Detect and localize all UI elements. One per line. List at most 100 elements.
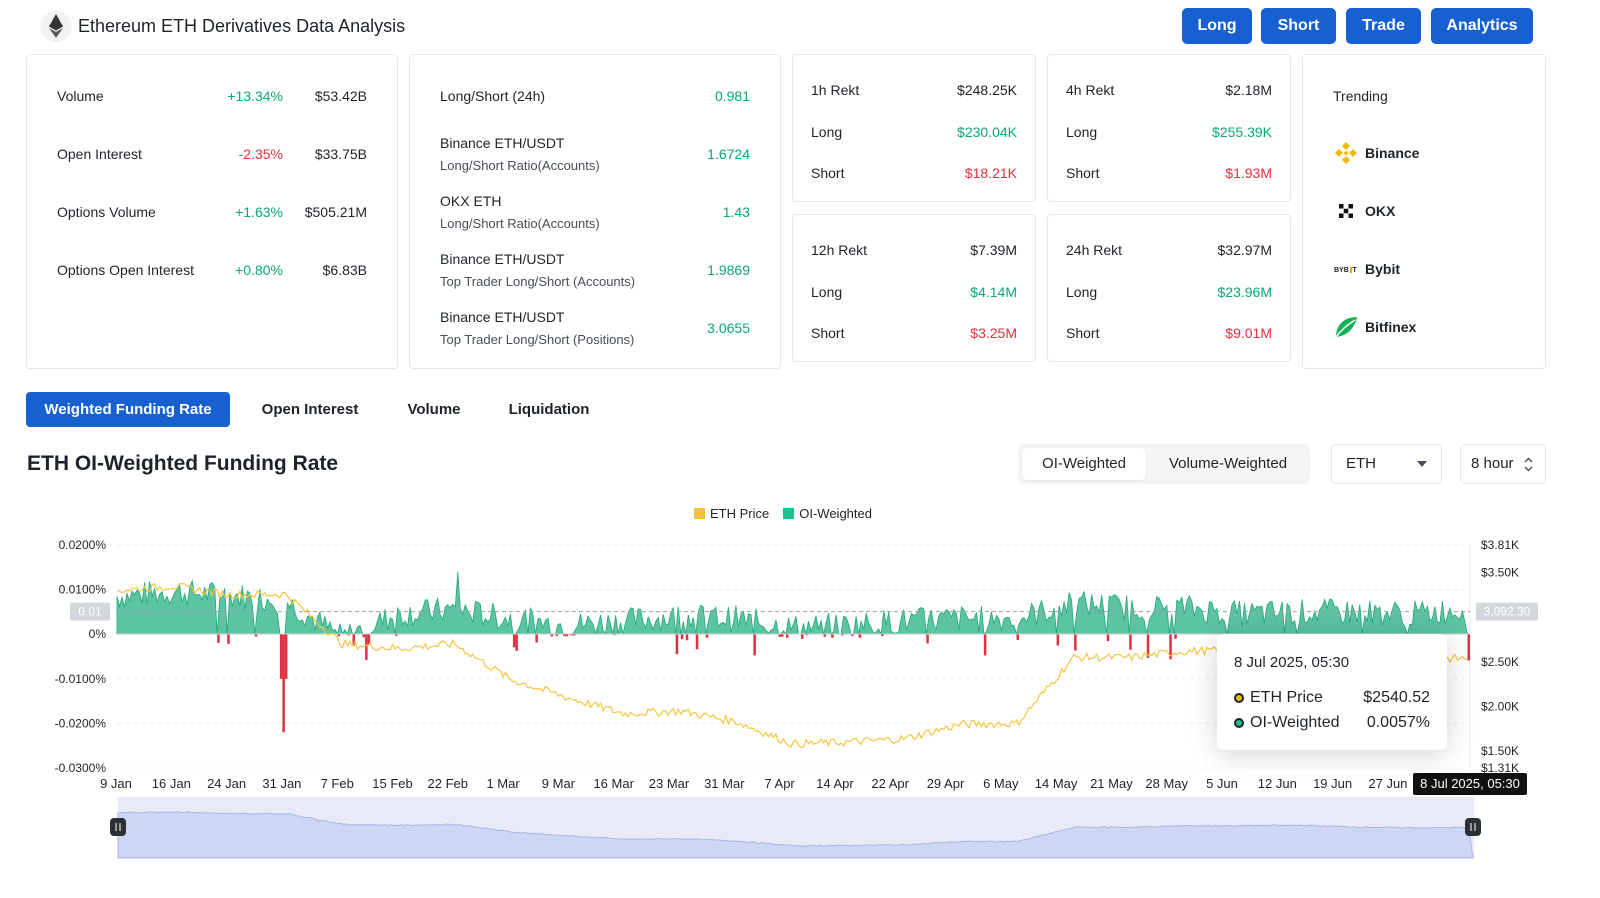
legend-swatch xyxy=(783,508,795,519)
x-tick-label: 31 Mar xyxy=(704,776,745,791)
negative-funding-bar xyxy=(983,634,987,656)
ratio-value: 1.6724 xyxy=(707,146,750,162)
x-tick-label: 9 Mar xyxy=(542,776,576,791)
bitfinex-logo-icon xyxy=(1335,317,1357,338)
negative-funding-bar xyxy=(352,634,355,646)
rekt-1h-card: 1h Rekt $248.25K Long $230.04K Short $18… xyxy=(792,54,1036,202)
market-value: $33.75B xyxy=(314,146,367,162)
rekt-long-label: Long xyxy=(1066,284,1098,300)
legend-eth-price[interactable]: ETH Price xyxy=(694,506,769,521)
y-right-tick-label: $2.00K xyxy=(1481,699,1519,713)
negative-funding-bar xyxy=(550,634,553,637)
coin-select-value: ETH xyxy=(1346,455,1376,472)
x-tick-label: 7 Apr xyxy=(764,776,795,791)
trending-item-label: Binance xyxy=(1365,145,1420,161)
negative-funding-bar xyxy=(881,634,884,636)
rekt-total: $7.39M xyxy=(970,242,1017,258)
ratio-sublabel: Long/Short Ratio(Accounts) xyxy=(440,216,600,231)
chart-legend: ETH Price OI-Weighted xyxy=(694,506,886,521)
negative-funding-bar xyxy=(1129,634,1132,650)
range-slider-handle[interactable] xyxy=(1465,818,1481,836)
x-tick-label: 16 Jan xyxy=(152,776,191,791)
interval-select[interactable]: 8 hour xyxy=(1460,444,1546,484)
page-title: Ethereum ETH Derivatives Data Analysis xyxy=(78,16,406,36)
tooltip-row-eth-price: ETH Price $2540.52 xyxy=(1234,689,1430,707)
negative-funding-bar xyxy=(555,634,558,636)
volume-weighted-option[interactable]: Volume-Weighted xyxy=(1168,455,1288,472)
negative-funding-bar xyxy=(284,634,288,679)
tooltip-title: 8 Jul 2025, 05:30 xyxy=(1234,654,1350,671)
ratio-value: 0.981 xyxy=(714,88,750,104)
x-tick-label: 9 Jan xyxy=(100,776,132,791)
x-tick-label: 31 Jan xyxy=(262,776,301,791)
trending-item-bitfinex[interactable]: Bitfinex xyxy=(1333,311,1416,343)
ethereum-logo-icon xyxy=(40,10,72,42)
rekt-long-value: $23.96M xyxy=(1217,284,1272,300)
analytics-button[interactable]: Analytics xyxy=(1431,8,1533,44)
legend-oi-weighted[interactable]: OI-Weighted xyxy=(783,506,872,521)
y-left-tick-label: -0.0300% xyxy=(55,761,107,775)
rekt-total: $32.97M xyxy=(1217,242,1272,258)
rekt-title: 24h Rekt xyxy=(1066,242,1123,258)
negative-funding-bar xyxy=(851,634,854,636)
negative-funding-bar xyxy=(515,634,518,651)
negative-funding-bar xyxy=(858,634,862,638)
rekt-title: 4h Rekt xyxy=(1066,82,1115,98)
negative-funding-bar xyxy=(395,634,398,636)
trade-button[interactable]: Trade xyxy=(1346,8,1421,44)
ratio-sublabel: Top Trader Long/Short (Positions) xyxy=(440,332,635,347)
rekt-title: 1h Rekt xyxy=(811,82,860,98)
trending-title: Trending xyxy=(1333,88,1388,104)
negative-funding-bar xyxy=(926,634,929,644)
coin-select[interactable]: ETH xyxy=(1331,444,1442,484)
market-change: +1.63% xyxy=(235,204,283,220)
y-left-tick-label: -0.0200% xyxy=(55,716,107,730)
legend-label: OI-Weighted xyxy=(799,506,872,521)
trending-item-binance[interactable]: Binance xyxy=(1333,137,1419,169)
trending-item-bybit[interactable]: BYB T Bybit xyxy=(1333,253,1400,285)
negative-funding-bar xyxy=(1056,634,1060,646)
negative-funding-bar xyxy=(337,634,340,637)
trending-item-label: Bybit xyxy=(1365,261,1400,277)
x-tick-label: 6 May xyxy=(983,776,1019,791)
funding-rate-chart[interactable]: 0.0200% 0.0100% 0% -0.0100% -0.0200% -0.0300%… xyxy=(0,530,1600,870)
market-change: +13.34% xyxy=(227,88,283,104)
tab-volume[interactable]: Volume xyxy=(407,401,461,418)
market-label: Open Interest xyxy=(57,146,142,162)
tab-liquidation[interactable]: Liquidation xyxy=(508,401,590,418)
x-tick-label: 7 Feb xyxy=(321,776,354,791)
long-button[interactable]: Long xyxy=(1182,8,1252,44)
tab-weighted-funding-rate[interactable]: Weighted Funding Rate xyxy=(26,392,230,427)
rekt-long-value: $255.39K xyxy=(1212,124,1272,140)
negative-funding-bar xyxy=(781,634,784,637)
rekt-title: 12h Rekt xyxy=(811,242,868,258)
range-slider-handle[interactable] xyxy=(110,818,126,836)
x-tick-label: 23 Mar xyxy=(649,776,690,791)
ratio-sublabel: Top Trader Long/Short (Accounts) xyxy=(440,274,636,289)
oi-weighted-area xyxy=(116,571,1470,636)
market-change: -2.35% xyxy=(238,146,283,162)
trending-item-okx[interactable]: OKX xyxy=(1333,195,1395,227)
short-button[interactable]: Short xyxy=(1261,8,1336,44)
tooltip-label: OI-Weighted xyxy=(1250,714,1340,731)
negative-funding-bar xyxy=(778,634,781,637)
market-value: $6.83B xyxy=(322,262,367,278)
oi-weighted-option[interactable]: OI-Weighted xyxy=(1022,448,1146,480)
crosshair-left-badge xyxy=(70,602,110,621)
rekt-short-label: Short xyxy=(811,325,845,341)
ratio-label: Long/Short (24h) xyxy=(440,88,546,104)
weighting-toggle: OI-Weighted Volume-Weighted xyxy=(1018,444,1310,484)
caret-down-icon xyxy=(1417,461,1427,467)
legend-label: ETH Price xyxy=(710,506,770,521)
ratio-label: Binance ETH/USDT xyxy=(440,309,565,325)
x-tick-label: 19 Jun xyxy=(1313,776,1352,791)
interval-select-value: 8 hour xyxy=(1471,455,1514,472)
negative-funding-bar xyxy=(1174,634,1177,639)
market-label: Options Open Interest xyxy=(57,262,194,278)
tab-open-interest[interactable]: Open Interest xyxy=(261,401,359,418)
section-title: ETH OI-Weighted Funding Rate xyxy=(27,452,339,475)
okx-logo-icon xyxy=(1339,204,1353,218)
crosshair-x-badge xyxy=(1413,773,1527,795)
negative-funding-bar xyxy=(680,634,684,640)
negative-funding-bar xyxy=(565,634,568,637)
